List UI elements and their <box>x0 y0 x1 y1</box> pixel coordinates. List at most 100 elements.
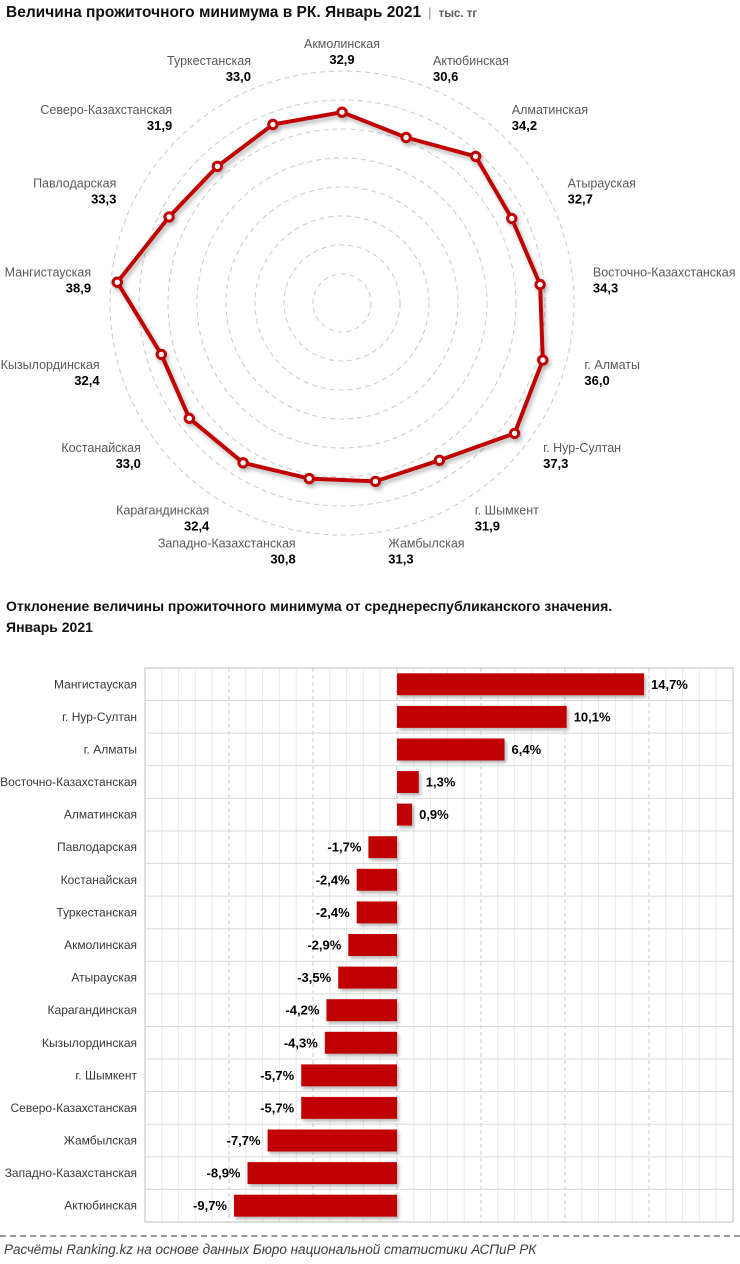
radar-value-label: 38,9 <box>66 281 91 296</box>
radar-value-label: 33,3 <box>91 192 116 207</box>
radar-data-point <box>163 211 175 223</box>
radar-value-label: 32,4 <box>184 518 210 533</box>
bar-chart-title-line1: Отклонение величины прожиточного минимум… <box>6 598 613 614</box>
bar-value-label: -2,4% <box>316 905 350 920</box>
radar-value-label: 37,3 <box>543 456 568 471</box>
bar <box>356 901 397 924</box>
bar-category-label: Западно-Казахстанская <box>5 1166 137 1180</box>
bar <box>348 934 397 956</box>
bar-value-label: 0,9% <box>419 807 449 822</box>
bar <box>397 803 413 826</box>
radar-data-point <box>336 106 348 118</box>
radar-data-point <box>537 354 549 366</box>
bar-value-label: -9,7% <box>193 1198 227 1213</box>
radar-value-label: 30,6 <box>433 69 458 84</box>
radar-data-point <box>211 160 224 173</box>
radar-value-label: 31,9 <box>475 518 500 533</box>
radar-value-label: 32,9 <box>329 52 354 67</box>
radar-value-label: 31,9 <box>147 118 172 133</box>
radar-data-point <box>400 131 412 144</box>
bar-category-label: Мангистауская <box>54 677 137 691</box>
radar-data-point <box>508 427 521 440</box>
bar-value-label: -8,9% <box>207 1166 241 1181</box>
bar-category-label: Карагандинская <box>48 1003 137 1017</box>
radar-value-label: 34,2 <box>512 118 537 133</box>
bar <box>247 1162 397 1185</box>
bar-value-label: -5,7% <box>260 1068 294 1083</box>
radar-data-point <box>111 276 124 288</box>
radar-value-label: 36,0 <box>584 373 609 388</box>
radar-category-label: Акмолинская <box>304 37 380 51</box>
radar-data-point <box>369 475 382 488</box>
bar-value-label: -5,7% <box>260 1100 294 1115</box>
radar-category-label: г. Шымкент <box>475 503 539 517</box>
bar-value-label: -4,2% <box>285 1003 319 1018</box>
bar-chart-title-line2: Январь 2021 <box>6 619 93 635</box>
bar-value-label: 14,7% <box>651 677 688 692</box>
bar-category-labels: Мангистауская г. Нур-Султан г. Алматы Восто… <box>0 677 137 1212</box>
bar-category-label: Жамбылская <box>64 1134 137 1148</box>
bar-chart-title-block: Отклонение величины прожиточного минимум… <box>6 596 736 638</box>
radar-category-label: Алматинская <box>512 103 588 117</box>
radar-data-point <box>303 472 315 485</box>
radar-category-label: Восточно-Казахстанская <box>593 266 736 280</box>
bar-value-label: -2,9% <box>307 938 341 953</box>
bar-value-label: -3,5% <box>297 970 331 985</box>
source-note: Расчёты Ranking.kz на основе данных Бюро… <box>4 1242 537 1257</box>
radar-category-label: Карагандинская <box>116 503 209 517</box>
radar-value-label: 33,0 <box>116 456 141 471</box>
bar <box>397 705 567 728</box>
bar-category-label: г. Шымкент <box>75 1068 137 1082</box>
bar <box>234 1194 397 1217</box>
deviation-bar-chart: 14,7% 10,1% 6,4% 1,3% 0,9% -1,7% -2,4% -2,4% -2,… <box>0 667 734 1223</box>
bar-value-label: -4,3% <box>284 1035 318 1050</box>
bar-category-label: Атырауская <box>71 971 137 985</box>
radar-data-point <box>469 150 482 163</box>
bar-category-label: г. Нур-Султан <box>62 710 137 724</box>
radar-category-label: Северо-Казахстанская <box>40 103 172 117</box>
radar-category-label: Актюбинская <box>433 54 509 68</box>
footer-divider: Расчёты Ranking.kz на основе данных Бюро… <box>0 1235 740 1257</box>
radar-value-label: 30,8 <box>270 552 295 567</box>
radar-data-point <box>183 412 196 424</box>
bar-value-label: -7,7% <box>227 1133 261 1148</box>
radar-category-label: Мангистауская <box>5 266 91 280</box>
bar-plot-border <box>144 667 734 1223</box>
radar-value-label: 32,7 <box>568 192 593 207</box>
bar <box>326 999 397 1022</box>
bar <box>368 836 397 859</box>
bar-row-separators <box>145 700 733 1190</box>
bar-category-label: г. Алматы <box>84 743 137 757</box>
bar-value-labels: 14,7% 10,1% 6,4% 1,3% 0,9% -1,7% -2,4% -2,4% -2,… <box>193 677 688 1213</box>
radar-category-label: Павлодарская <box>33 177 116 191</box>
radar-data-point <box>267 118 279 131</box>
radar-data-point <box>506 212 518 225</box>
radar-data-point <box>534 278 546 291</box>
bar-category-label: Акмолинская <box>64 938 137 952</box>
radar-category-label: Атырауская <box>568 177 636 191</box>
bar-category-label: Туркестанская <box>56 905 137 919</box>
radar-value-label: 34,3 <box>593 281 618 296</box>
bar <box>397 738 505 761</box>
bar-category-label: Алматинская <box>64 808 137 822</box>
bar <box>301 1064 397 1087</box>
bar-series <box>234 673 644 1217</box>
bar-value-label: -2,4% <box>316 872 350 887</box>
bar <box>267 1129 397 1152</box>
radar-category-label: Туркестанская <box>167 54 251 68</box>
radar-grid-rings <box>109 70 575 536</box>
radar-value-label: 31,3 <box>388 552 413 567</box>
bar-value-label: 6,4% <box>512 742 542 757</box>
title-unit-separator: | <box>428 5 432 20</box>
radar-category-label: Костанайская <box>61 441 141 455</box>
bar <box>324 1031 397 1054</box>
radar-data-point <box>433 454 446 466</box>
bar-category-label: Павлодарская <box>57 840 137 854</box>
radar-category-label: Западно-Казахстанская <box>158 537 296 551</box>
radar-chart-title: Величина прожиточного минимума в РК. Янв… <box>6 4 422 21</box>
radar-category-label: Кызылординская <box>1 358 100 372</box>
bar-value-label: -1,7% <box>327 840 361 855</box>
